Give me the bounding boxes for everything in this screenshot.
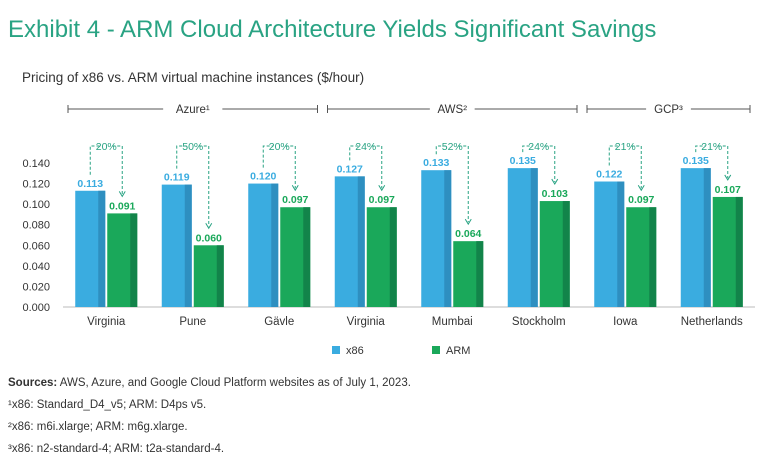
sources-label: Sources: <box>8 377 58 389</box>
category-label: Mumbai <box>432 316 473 328</box>
category-label: Gävle <box>264 316 294 328</box>
bar-arm-shade <box>476 241 484 307</box>
savings-bracket <box>371 145 383 189</box>
savings-bracket <box>522 145 533 153</box>
savings-bracket <box>176 145 187 169</box>
savings-percent-label: 21% <box>615 141 636 153</box>
arm-value-label: 0.064 <box>455 228 481 240</box>
bar-arm-shade <box>562 201 570 307</box>
x86-value-label: 0.122 <box>596 169 622 181</box>
x86-value-label: 0.120 <box>250 171 276 183</box>
chart-subtitle: Pricing of x86 vs. ARM virtual machine i… <box>22 70 365 85</box>
arm-value-label: 0.097 <box>628 194 654 206</box>
exhibit-title: Exhibit 4 - ARM Cloud Architecture Yield… <box>8 16 657 43</box>
arm-value-label: 0.091 <box>109 200 135 212</box>
legend-label-arm: ARM <box>446 345 470 357</box>
footnote-azure: ¹x86: Standard_D4_v5; ARM: D4ps v5. <box>8 399 207 411</box>
bar-arm-shade <box>735 196 743 307</box>
sources-text: AWS, Azure, and Google Cloud Platform we… <box>57 377 411 389</box>
category-label: Virginia <box>347 316 386 328</box>
savings-bracket <box>695 145 706 153</box>
sources-note: Sources: AWS, Azure, and Google Cloud Pl… <box>8 377 411 389</box>
savings-percent-label: 20% <box>269 141 290 153</box>
category-label: Virginia <box>87 316 126 328</box>
savings-bracket <box>285 145 296 189</box>
bar-arm-shade <box>303 207 311 307</box>
savings-arrow <box>637 184 645 192</box>
savings-bracket <box>544 145 556 183</box>
arm-value-label: 0.097 <box>282 194 308 206</box>
arm-value-label: 0.103 <box>542 188 568 200</box>
savings-bracket <box>349 145 360 161</box>
savings-arrow <box>291 184 299 192</box>
savings-bracket <box>262 145 274 168</box>
bar-arm-shade <box>649 207 657 307</box>
bar-arm-shade <box>130 213 138 307</box>
bar-arm-shade <box>216 245 224 307</box>
savings-percent-label: 24% <box>528 141 549 153</box>
savings-percent-label: 24% <box>355 141 376 153</box>
y-tick-label: 0.140 <box>22 158 50 170</box>
savings-arrow <box>551 178 559 186</box>
savings-percent-label: 50% <box>182 141 203 153</box>
y-tick-label: 0.080 <box>22 220 50 232</box>
y-tick-label: 0.060 <box>22 240 50 252</box>
savings-bracket <box>458 145 469 223</box>
category-label: Netherlands <box>681 316 743 328</box>
bar-x86-shade <box>271 183 279 307</box>
savings-bracket <box>435 145 447 155</box>
savings-bracket <box>717 145 729 178</box>
y-tick-label: 0.020 <box>22 281 50 293</box>
category-label: Pune <box>179 316 206 328</box>
savings-bracket <box>631 145 642 189</box>
bar-x86-shade <box>98 190 106 307</box>
bar-arm-shade <box>389 207 397 307</box>
group-label: GCP³ <box>654 104 683 116</box>
savings-percent-label: 20% <box>96 141 117 153</box>
savings-percent-label: 21% <box>701 141 722 153</box>
bar-x86-shade <box>530 168 538 307</box>
bar-x86-shade <box>357 176 365 307</box>
arm-value-label: 0.107 <box>715 184 741 196</box>
legend-swatch-x86 <box>332 346 340 354</box>
x86-value-label: 0.127 <box>337 163 363 175</box>
savings-percent-label: 52% <box>442 141 463 153</box>
savings-bracket <box>112 145 123 195</box>
savings-bracket <box>608 145 620 166</box>
y-tick-label: 0.040 <box>22 261 50 273</box>
legend-swatch-arm <box>432 346 440 354</box>
bar-chart: 0.000 0.020 0.040 0.060 0.080 0.100 0.120 0.140… <box>22 104 755 357</box>
x86-value-label: 0.135 <box>683 155 709 167</box>
footnote-gcp: ³x86: n2-standard-4; ARM: t2a-standard-4… <box>8 443 225 455</box>
group-label: Azure¹ <box>176 104 210 116</box>
savings-bracket <box>89 145 101 175</box>
category-label: Iowa <box>613 316 638 328</box>
savings-arrow <box>378 184 386 192</box>
bar-x86-shade <box>184 184 192 307</box>
group-label: AWS² <box>437 104 467 116</box>
savings-bracket <box>198 145 210 227</box>
x86-value-label: 0.119 <box>164 172 190 184</box>
bar-x86-shade <box>444 170 452 307</box>
arm-value-label: 0.097 <box>369 194 395 206</box>
y-tick-label: 0.120 <box>22 179 50 191</box>
savings-arrow <box>118 191 126 198</box>
savings-arrow <box>464 218 472 226</box>
footnote-aws: ²x86: m6i.xlarge; ARM: m6g.xlarge. <box>8 421 188 433</box>
bar-x86-shade <box>617 181 625 307</box>
x86-value-label: 0.133 <box>423 157 449 169</box>
y-tick-label: 0.000 <box>22 302 50 314</box>
savings-arrow <box>205 223 213 230</box>
bar-x86-shade <box>703 168 711 307</box>
savings-arrow <box>724 174 732 181</box>
y-tick-label: 0.100 <box>22 199 50 211</box>
x86-value-label: 0.113 <box>77 178 103 190</box>
category-label: Stockholm <box>512 316 566 328</box>
legend-label-x86: x86 <box>346 345 364 357</box>
x86-value-label: 0.135 <box>510 155 536 167</box>
arm-value-label: 0.060 <box>196 232 222 244</box>
